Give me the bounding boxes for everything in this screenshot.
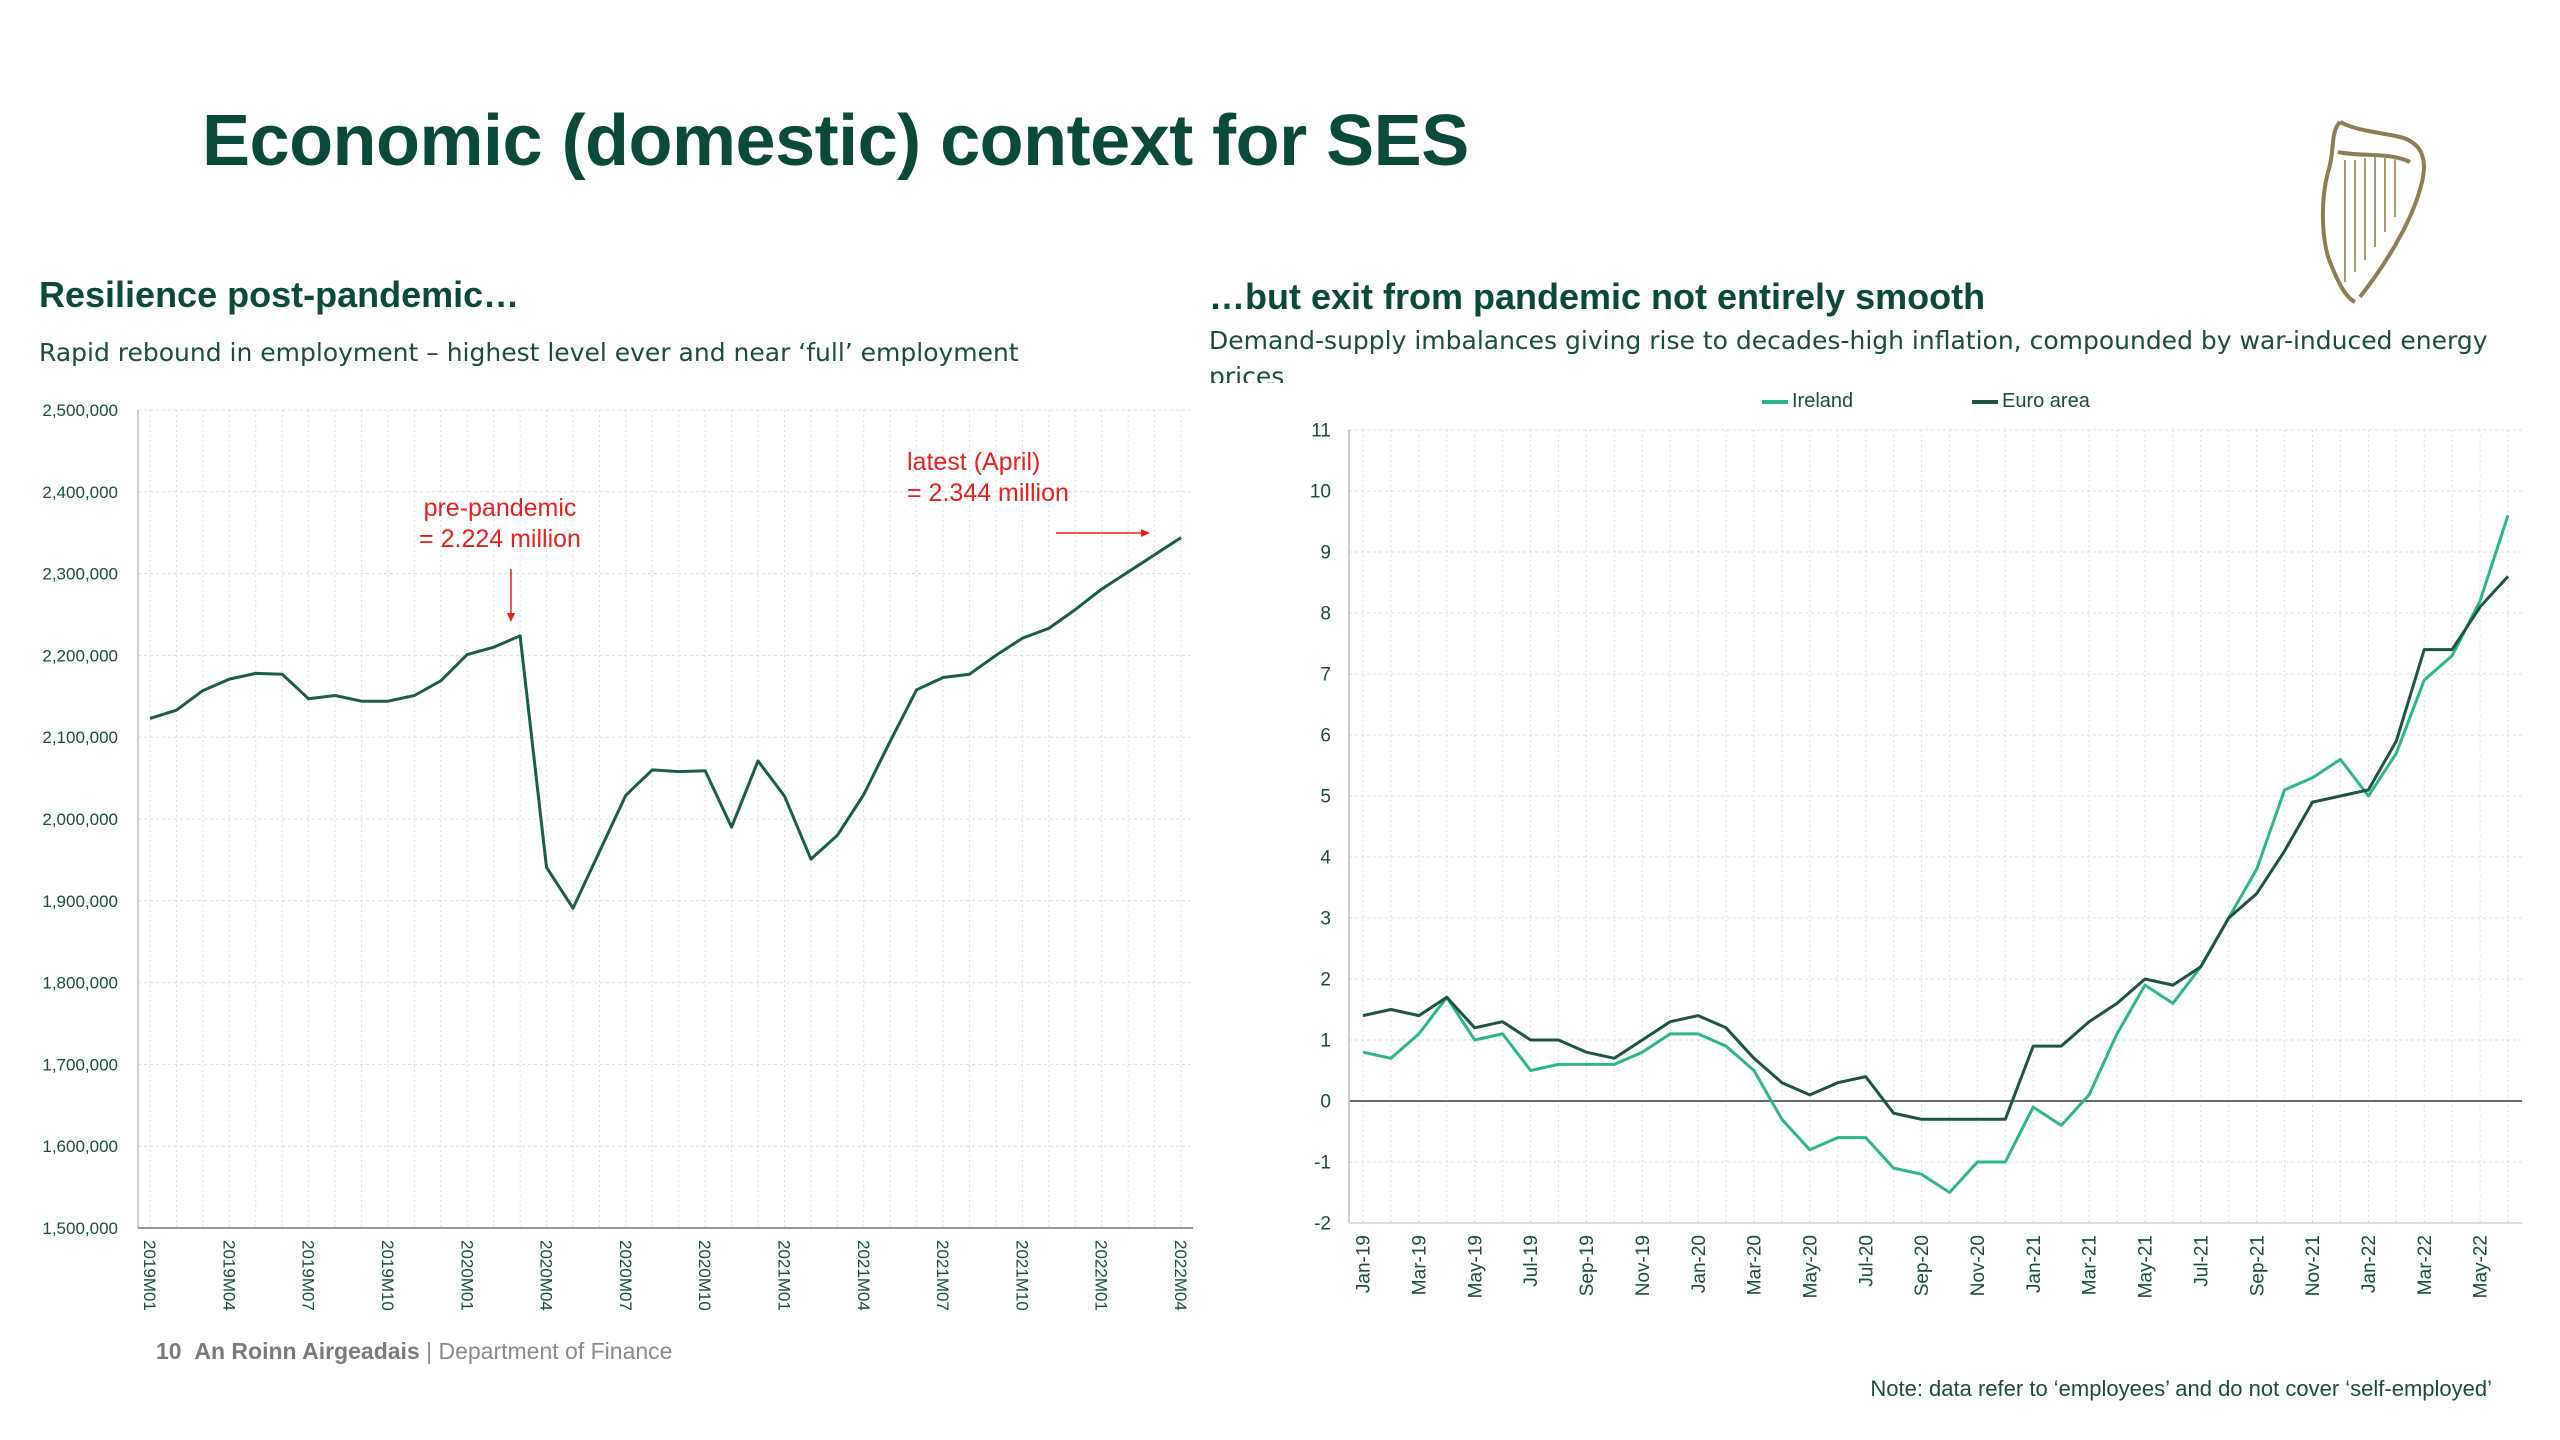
y-tick-label: 2,400,000 [42,483,118,502]
y-tick-label: 1 [1320,1031,1331,1052]
inflation-chart: -2 -1 0 1 2 3 4 5 6 7 8 9 10 11 Jan-19 Mar-19 May-19 Jul-… [1310,421,2522,1298]
y-tick-label: -1 [1314,1153,1331,1174]
legend-label-ireland: Ireland [1792,390,1854,412]
y-tick-label: 2,300,000 [42,565,118,584]
y-tick-label: 5 [1320,787,1331,808]
y-tick-label: 11 [1311,421,1331,442]
x-tick-label: 2020M10 [695,1240,714,1311]
y-tick-label: 0 [1320,1092,1331,1113]
legend-item-ireland: Ireland [1762,390,1853,413]
x-tick-label: Nov-21 [2303,1235,2324,1296]
x-tick-label: Nov-20 [1968,1235,1989,1296]
legend-item-euro-area: Euro area [1972,390,2090,413]
x-tick-label: 2019M01 [140,1240,159,1311]
left-heading: Resilience post-pandemic… [39,274,520,315]
x-tick-label: Jan-20 [1689,1235,1710,1293]
y-tick-label: 2 [1320,970,1331,991]
y-tick-label: 1,600,000 [42,1137,118,1156]
y-tick-label: 4 [1320,848,1331,869]
x-tick-label: May-21 [2136,1235,2157,1298]
x-tick-label: May-19 [1465,1235,1486,1298]
y-tick-label: 10 [1310,482,1331,503]
x-tick-label: Mar-19 [1410,1235,1431,1295]
y-tick-label: 1,500,000 [42,1219,118,1238]
x-tick-label: 2021M04 [854,1240,873,1311]
x-tick-label: Mar-21 [2080,1235,2101,1295]
series-line-ireland [1362,514,2510,1194]
x-tick-label: May-20 [1800,1235,1821,1298]
footer: 10 An Roinn Airgeadais | Department of F… [156,1338,672,1365]
y-tick-label: 2,500,000 [42,401,118,420]
x-tick-label: 2022M01 [1092,1240,1111,1311]
x-tick-label: 2021M10 [1012,1240,1031,1311]
y-tick-label: 7 [1320,665,1331,686]
x-tick-label: May-22 [2471,1235,2492,1298]
x-tick-label: 2019M10 [378,1240,397,1311]
x-tick-label: 2019M07 [299,1240,318,1311]
employment-annotations: pre-pandemic = 2.224 million latest (Apr… [419,448,1150,622]
y-tick-label: 1,700,000 [42,1055,118,1074]
y-tick-label: 2,200,000 [42,646,118,665]
x-tick-label: Sep-19 [1577,1235,1598,1296]
y-tick-label: -2 [1314,1214,1331,1235]
right-heading: …but exit from pandemic not entirely smo… [1209,276,1986,317]
arrowhead-right-icon [1141,529,1150,537]
series-line [149,536,1182,910]
x-tick-label: 2021M01 [775,1240,794,1311]
page-title: Economic (domestic) context for SES [202,101,1469,181]
y-tick-label: 6 [1320,726,1331,747]
x-tick-label: Jan-19 [1354,1235,1375,1293]
x-tick-label: Jul-21 [2191,1235,2212,1287]
x-tick-label: 2019M04 [219,1240,238,1311]
x-tick-label: Jul-20 [1856,1235,1877,1287]
x-tick-label: 2020M04 [537,1240,556,1311]
y-tick-label: 2,100,000 [42,728,118,747]
arrowhead-down-icon [507,613,515,622]
x-tick-label: 2020M01 [457,1240,476,1311]
y-tick-label: 2,000,000 [42,810,118,829]
series-line-euro-area [1362,575,2510,1121]
annotation-pre-pandemic-value: = 2.224 million [419,525,581,553]
x-tick-label: Jan-22 [2359,1235,2380,1293]
x-tick-label: Mar-22 [2415,1235,2436,1295]
x-tick-label: Jul-19 [1521,1235,1542,1287]
footer-org-english: Department of Finance [438,1338,673,1364]
x-tick-label: Jan-21 [2024,1235,2045,1293]
data-note: Note: data refer to ‘employees’ and do n… [1870,1376,2492,1401]
legend-label-euro-area: Euro area [2002,390,2090,412]
x-tick-label: 2022M04 [1171,1240,1190,1311]
legend-swatch-ireland [1762,399,1788,404]
y-tick-label: 9 [1320,543,1331,564]
footer-separator: | [426,1338,433,1364]
x-tick-label: Sep-20 [1912,1235,1933,1296]
right-subtitle: Demand-supply imbalances giving rise to … [1209,326,2488,383]
annotation-latest-label: latest (April) [907,448,1040,476]
employment-chart: 1,500,000 1,600,000 1,700,000 1,800,000 1,90… [42,401,1193,1311]
harp-logo [2320,120,2426,304]
y-tick-label: 3 [1320,909,1331,930]
annotation-pre-pandemic-label: pre-pandemic [424,494,577,522]
left-subtitle: Rapid rebound in employment – highest le… [39,338,1019,367]
x-tick-label: Nov-19 [1633,1235,1654,1296]
y-tick-label: 8 [1320,604,1331,625]
footer-org-irish: An Roinn Airgeadais [194,1338,420,1364]
y-tick-label: 1,900,000 [42,892,118,911]
annotation-latest-value: = 2.344 million [907,479,1069,507]
page-number: 10 [156,1338,182,1364]
legend-swatch-euro-area [1972,399,1998,404]
x-tick-label: Sep-21 [2247,1235,2268,1296]
y-tick-label: 1,800,000 [42,974,118,993]
x-tick-label: Mar-20 [1745,1235,1766,1295]
x-tick-label: 2021M07 [933,1240,952,1311]
x-tick-label: 2020M07 [616,1240,635,1311]
